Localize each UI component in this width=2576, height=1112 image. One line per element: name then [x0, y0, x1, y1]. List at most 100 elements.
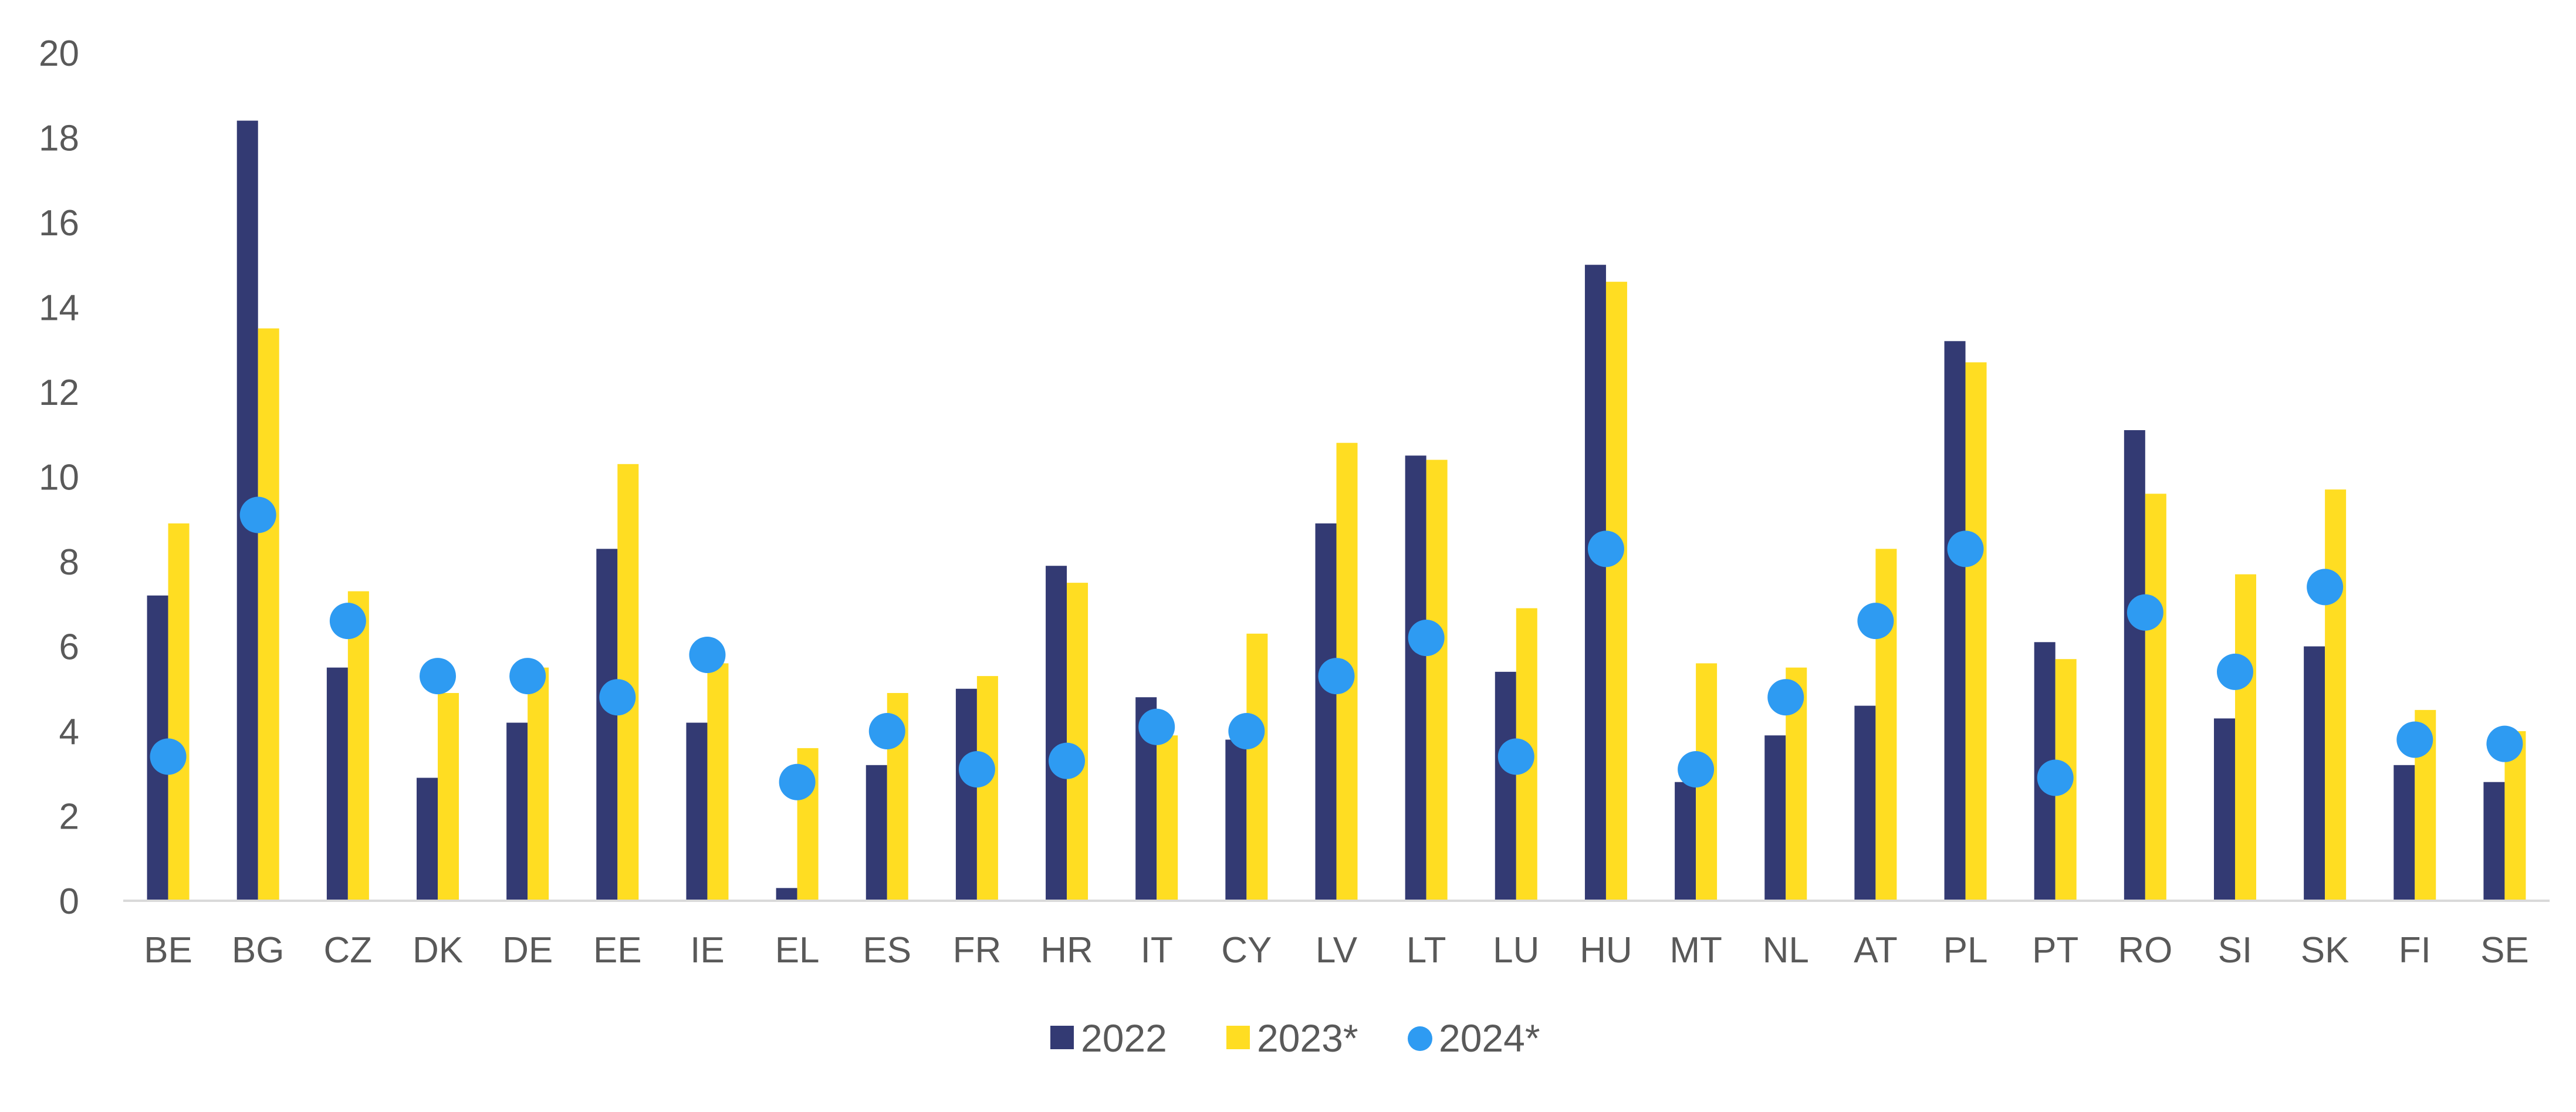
x-tick-label-mt: MT [1669, 930, 1722, 971]
point-2024-si [2216, 653, 2253, 690]
x-tick-label-ie: IE [690, 930, 725, 971]
point-2024-pt [2037, 759, 2074, 796]
x-tick-label-fr: FR [953, 930, 1002, 971]
x-tick-label-sk: SK [2301, 930, 2349, 971]
y-tick-label: 10 [39, 458, 79, 498]
bar-2022-pl [1944, 341, 1966, 901]
legend-label: 2022 [1081, 1016, 1167, 1060]
point-2024-el [779, 763, 816, 800]
point-2024-hr [1049, 742, 1086, 779]
bar-2022-at [1854, 705, 1876, 901]
bar-2022-el [776, 888, 797, 901]
bar-2023-dk [438, 692, 459, 901]
x-tick-label-lt: LT [1407, 930, 1446, 971]
point-2024-es [868, 713, 905, 749]
x-tick-label-se: SE [2480, 930, 2529, 971]
legend-label: 2024* [1439, 1016, 1540, 1060]
x-tick-label-bg: BG [232, 930, 285, 971]
bar-2022-hr [1046, 566, 1067, 901]
y-axis-ticks: 0 2 4 6 8 10 12 14 16 18 20 [39, 33, 79, 922]
bar-2023-hr [1067, 583, 1088, 901]
bar-2022-se [2483, 782, 2505, 901]
bar-2022-cz [326, 667, 348, 901]
y-tick-label: 12 [39, 373, 79, 413]
point-2024-lv [1318, 658, 1355, 695]
bar-2023-pl [1965, 362, 1987, 901]
bar-2022-ee [596, 549, 618, 901]
x-tick-label-es: ES [863, 930, 911, 971]
bar-2023-ie [707, 663, 729, 901]
bar-2022-ro [2124, 430, 2145, 901]
x-tick-label-dk: DK [413, 930, 463, 971]
bar-2022-de [506, 722, 528, 901]
point-2024-ee [599, 679, 636, 716]
y-tick-label: 18 [39, 119, 79, 159]
point-2024-dk [420, 658, 457, 695]
bar-2022-fr [955, 688, 977, 901]
point-2024-se [2486, 725, 2523, 762]
bar-2022-si [2213, 718, 2235, 901]
point-2024-sk [2307, 569, 2344, 606]
bar-2023-sk [2325, 489, 2347, 901]
bar-2023-at [1875, 549, 1897, 901]
y-tick-label: 16 [39, 203, 79, 244]
x-tick-label-de: DE [502, 930, 553, 971]
point-2024-cz [329, 603, 366, 640]
point-2024-de [509, 658, 546, 695]
point-2024-fi [2396, 721, 2433, 758]
x-tick-label-hr: HR [1040, 930, 1093, 971]
point-2024-at [1857, 603, 1894, 640]
bar-2022-fi [2394, 765, 2415, 901]
y-tick-label: 14 [39, 288, 79, 329]
bar-2023-bg [258, 328, 279, 901]
x-tick-label-el: EL [775, 930, 820, 971]
bar-2022-mt [1675, 782, 1696, 901]
bar-2022-es [866, 765, 887, 901]
legend-marker-point [1408, 1026, 1432, 1051]
x-tick-label-lv: LV [1316, 930, 1358, 971]
point-2024-ie [689, 636, 726, 673]
point-2024-be [150, 738, 187, 775]
x-tick-label-si: SI [2218, 930, 2253, 971]
x-tick-label-it: IT [1141, 930, 1173, 971]
point-2024-bg [239, 496, 276, 533]
legend-marker-bar [1050, 1026, 1074, 1049]
bar-2022-sk [2304, 646, 2325, 901]
y-tick-label: 2 [59, 797, 79, 837]
points [150, 496, 2523, 800]
x-tick-label-pt: PT [2032, 930, 2078, 971]
x-tick-label-nl: NL [1763, 930, 1809, 971]
x-tick-label-at: AT [1854, 930, 1898, 971]
bar-2022-lv [1315, 523, 1337, 901]
x-tick-label-lu: LU [1493, 930, 1539, 971]
bar-2022-hu [1584, 265, 1606, 901]
point-2024-it [1138, 708, 1175, 745]
legend: 2022 2023* 2024* [1050, 1016, 1540, 1060]
x-tick-label-fi: FI [2399, 930, 2431, 971]
point-2024-fr [958, 751, 995, 788]
x-tick-label-hu: HU [1580, 930, 1632, 971]
bar-2022-ie [686, 722, 708, 901]
bar-2023-lt [1426, 459, 1448, 901]
y-tick-label: 20 [39, 33, 79, 74]
y-tick-label: 8 [59, 542, 79, 583]
point-2024-hu [1587, 530, 1624, 567]
bar-2023-de [528, 667, 549, 901]
bar-2022-lu [1495, 671, 1516, 901]
bar-2022-nl [1764, 735, 1786, 901]
x-axis-ticks: BE BG CZ DK DE EE IE EL ES FR HR IT CY LV LT LU HU MT NL AT… [144, 930, 2529, 971]
x-tick-label-ro: RO [2118, 930, 2172, 971]
point-2024-pl [1947, 530, 1984, 567]
point-2024-mt [1678, 751, 1715, 788]
point-2024-nl [1767, 679, 1804, 716]
bar-2023-si [2234, 574, 2256, 901]
bars [147, 120, 2526, 901]
bar-2023-be [168, 523, 190, 901]
point-2024-ro [2127, 594, 2163, 631]
legend-marker-bar [1226, 1026, 1250, 1049]
x-tick-label-be: BE [144, 930, 192, 971]
point-2024-lt [1408, 620, 1445, 657]
bar-2022-dk [417, 778, 438, 901]
